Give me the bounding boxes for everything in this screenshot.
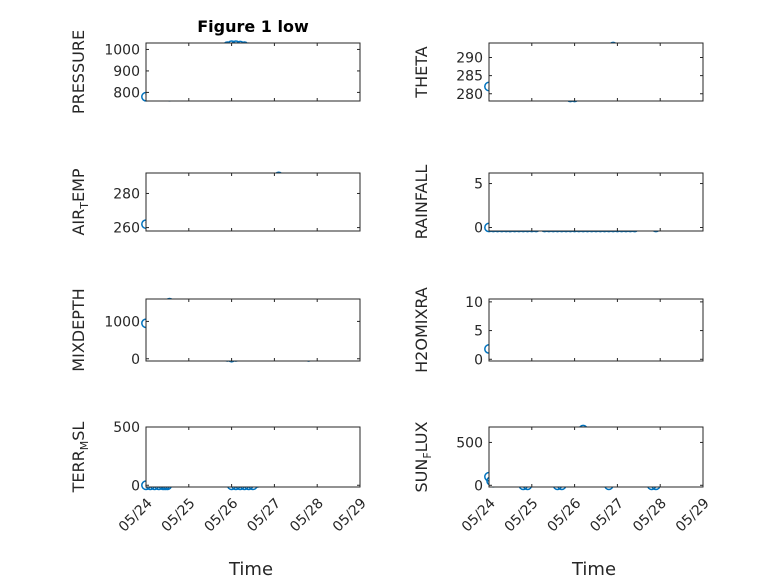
- x-axis-label-right: Time: [571, 559, 616, 580]
- y-axis-label: RAINFALL: [412, 165, 431, 240]
- subplot-6: 0 5 10 H2OMIXRA: [412, 287, 704, 373]
- axes-frame: [488, 298, 704, 362]
- y-tick-label: 5: [474, 177, 483, 193]
- y-tick-label: 500: [456, 435, 483, 451]
- y-tick-label: 0: [131, 478, 140, 494]
- y-axis-label: THETA: [412, 46, 431, 98]
- y-tick-label: 0: [474, 478, 483, 494]
- y-tick-label: 0: [131, 352, 140, 368]
- y-axis-label: MIXDEPTH: [69, 288, 88, 371]
- y-tick-label: 500: [113, 420, 140, 436]
- axes-frame: [488, 426, 704, 488]
- y-axis-label: SUNFLUX: [412, 421, 434, 492]
- y-tick-label: 0: [474, 220, 483, 236]
- y-tick-label: 280: [456, 87, 483, 103]
- y-tick-label: 800: [113, 85, 140, 101]
- y-tick-label: 290: [456, 51, 483, 67]
- y-tick-label: 5: [474, 324, 483, 340]
- subplot-4: 0 5 RAINFALL: [412, 165, 704, 240]
- y-axis-label: AIRTEMP: [69, 168, 91, 235]
- y-tick-label: 10: [465, 295, 483, 311]
- y-tick-label: 0: [474, 352, 483, 368]
- y-tick-label: 260: [113, 221, 140, 237]
- subplot-5: 0 1000 MIXDEPTH: [69, 288, 361, 372]
- y-tick-label: 1000: [104, 314, 140, 330]
- axes-frame: [145, 42, 361, 102]
- subplot-2: 280 285 290 THETA: [412, 41, 704, 103]
- y-tick-label: 900: [113, 64, 140, 80]
- y-tick-label: 1000: [104, 42, 140, 58]
- axes-frame: [488, 172, 704, 232]
- y-axis-label: PRESSURE: [69, 30, 88, 114]
- subplot-1: 800 900 1000 PRESSURE Figure 1 low: [69, 17, 361, 114]
- x-axis-label-left: Time: [228, 559, 273, 580]
- y-tick-label: 280: [113, 186, 140, 202]
- axes-frame: [145, 426, 361, 488]
- y-axis-label: H2OMIXRA: [412, 287, 431, 373]
- axes-frame: [145, 172, 361, 232]
- chart-title: Figure 1 low: [197, 17, 309, 36]
- axes-frame: [488, 42, 704, 102]
- y-tick-label: 285: [456, 69, 483, 85]
- subplot-3: 260 280 AIRTEMP: [69, 168, 361, 237]
- y-axis-label: TERRMSL: [69, 422, 91, 494]
- axes-frame: [145, 298, 361, 362]
